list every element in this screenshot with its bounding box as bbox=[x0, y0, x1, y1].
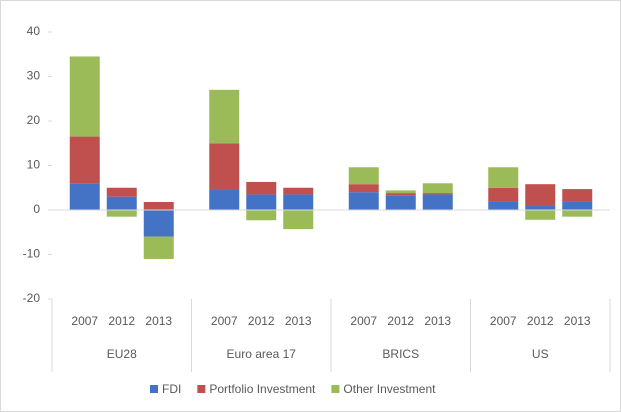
x-tick-label: 2013 bbox=[145, 314, 172, 328]
group-label: Euro area 17 bbox=[227, 347, 297, 361]
bar-segment bbox=[246, 210, 277, 221]
bar-segment bbox=[422, 194, 453, 210]
x-tick-label: 2007 bbox=[71, 314, 98, 328]
x-tick-label: 2012 bbox=[108, 314, 135, 328]
legend-label: FDI bbox=[162, 382, 181, 396]
y-tick-label: 10 bbox=[27, 158, 41, 172]
group-label: US bbox=[532, 347, 549, 361]
bar-segment bbox=[69, 56, 100, 137]
x-tick-label: 2013 bbox=[285, 314, 312, 328]
y-tick-label: 20 bbox=[27, 113, 41, 127]
y-tick-label: -20 bbox=[23, 291, 41, 305]
legend-swatch bbox=[150, 385, 158, 393]
bar-segment bbox=[283, 187, 314, 195]
bar-segment bbox=[562, 189, 593, 202]
x-tick-label: 2012 bbox=[387, 314, 414, 328]
bar-segment bbox=[488, 167, 519, 188]
bar-segment bbox=[143, 201, 174, 210]
bar-segment bbox=[348, 192, 379, 210]
bar-segment bbox=[488, 187, 519, 202]
y-tick-label: 40 bbox=[27, 24, 41, 38]
bar-segment bbox=[422, 183, 453, 194]
bar-segment bbox=[525, 210, 556, 220]
legend-label: Other Investment bbox=[343, 382, 436, 396]
bar-segment bbox=[525, 184, 556, 206]
group-label: BRICS bbox=[382, 347, 419, 361]
x-tick-label: 2007 bbox=[350, 314, 377, 328]
bar-segment bbox=[562, 210, 593, 217]
x-tick-label: 2013 bbox=[564, 314, 591, 328]
bar-segment bbox=[246, 181, 277, 195]
group-label: EU28 bbox=[107, 347, 137, 361]
y-tick-label: 0 bbox=[33, 202, 40, 216]
bar-segment bbox=[283, 210, 314, 230]
bar-segment bbox=[385, 195, 416, 210]
bar-segment bbox=[246, 194, 277, 210]
bar-segment bbox=[106, 210, 137, 217]
x-tick-label: 2013 bbox=[424, 314, 451, 328]
bar-segment bbox=[422, 193, 453, 195]
bar-segment bbox=[106, 187, 137, 197]
bar-segment bbox=[69, 183, 100, 210]
x-tick-label: 2007 bbox=[490, 314, 517, 328]
bar-segment bbox=[525, 205, 556, 210]
bar-segment bbox=[348, 167, 379, 185]
legend-swatch bbox=[197, 385, 206, 393]
bar-segment bbox=[385, 193, 416, 196]
y-tick-label: 30 bbox=[27, 69, 41, 83]
bar-segment bbox=[69, 136, 100, 184]
bar-segment bbox=[488, 201, 519, 210]
bar-segment bbox=[106, 196, 137, 210]
bar-segment bbox=[209, 189, 240, 210]
bar-segment bbox=[562, 201, 593, 210]
bar-segment bbox=[385, 190, 416, 194]
y-tick-label: -10 bbox=[23, 247, 41, 261]
x-tick-label: 2012 bbox=[527, 314, 554, 328]
bar-segment bbox=[348, 184, 379, 193]
bar-segment bbox=[283, 194, 314, 210]
x-tick-label: 2007 bbox=[211, 314, 238, 328]
x-tick-label: 2012 bbox=[248, 314, 275, 328]
legend-label: Portfolio Investment bbox=[209, 382, 316, 396]
bar-segment bbox=[209, 143, 240, 190]
bar-segment bbox=[143, 210, 174, 237]
bar-segment bbox=[143, 236, 174, 259]
bar-segment bbox=[209, 89, 240, 144]
legend-swatch bbox=[331, 385, 340, 393]
